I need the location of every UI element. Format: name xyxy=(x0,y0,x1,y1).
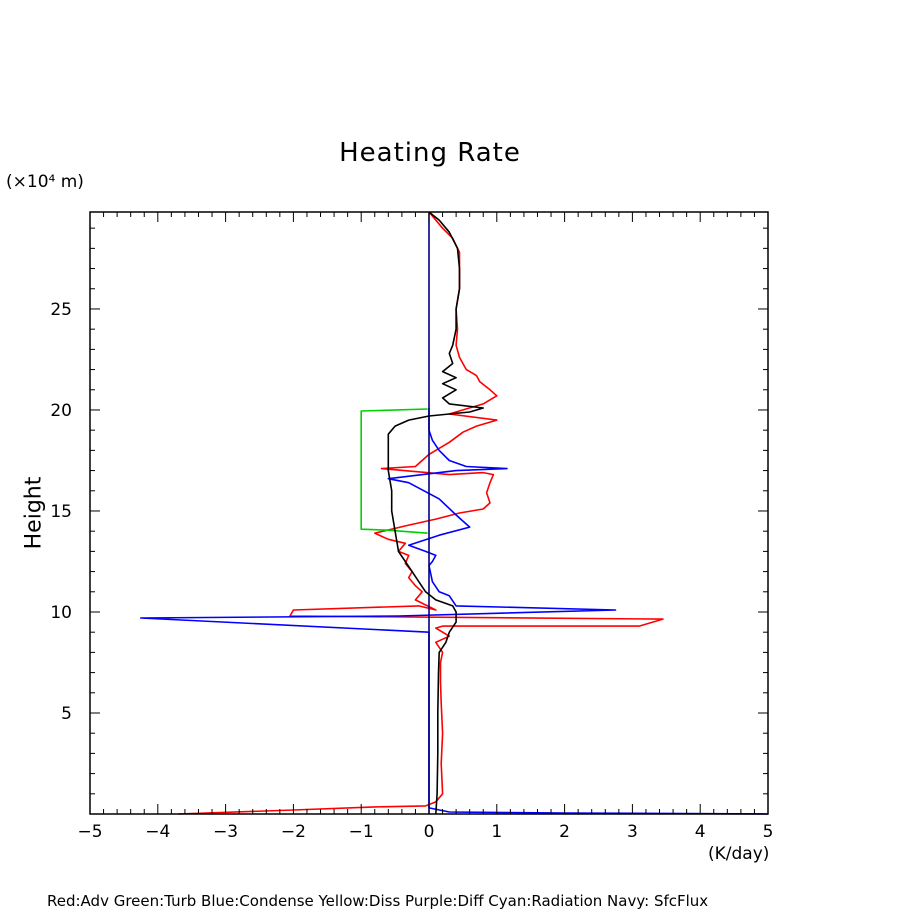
x-tick-label: 2 xyxy=(559,822,570,842)
x-tick-label: 3 xyxy=(627,822,638,842)
chart-title: Heating Rate xyxy=(339,138,521,168)
series-line-2 xyxy=(140,408,769,815)
x-tick-label: 0 xyxy=(424,822,435,842)
series-line-4 xyxy=(387,211,484,815)
y-tick-label: 5 xyxy=(61,704,72,724)
series-line-1 xyxy=(360,408,428,534)
x-tick-label: −4 xyxy=(145,822,170,842)
x-tick-label: −2 xyxy=(281,822,306,842)
x-units-label: (K/day) xyxy=(708,844,770,864)
y-units-label: (×10⁴ m) xyxy=(6,172,84,192)
y-tick-label: 15 xyxy=(50,502,72,522)
y-tick-label: 25 xyxy=(50,300,72,320)
x-tick-label: −1 xyxy=(349,822,374,842)
x-tick-label: −5 xyxy=(77,822,102,842)
x-tick-label: 1 xyxy=(491,822,502,842)
x-tick-label: 5 xyxy=(763,822,774,842)
x-tick-label: 4 xyxy=(695,822,706,842)
x-tick-label: −3 xyxy=(213,822,238,842)
y-tick-label: 20 xyxy=(50,401,72,421)
series-line-0 xyxy=(178,211,664,815)
y-tick-label: 10 xyxy=(50,603,72,623)
